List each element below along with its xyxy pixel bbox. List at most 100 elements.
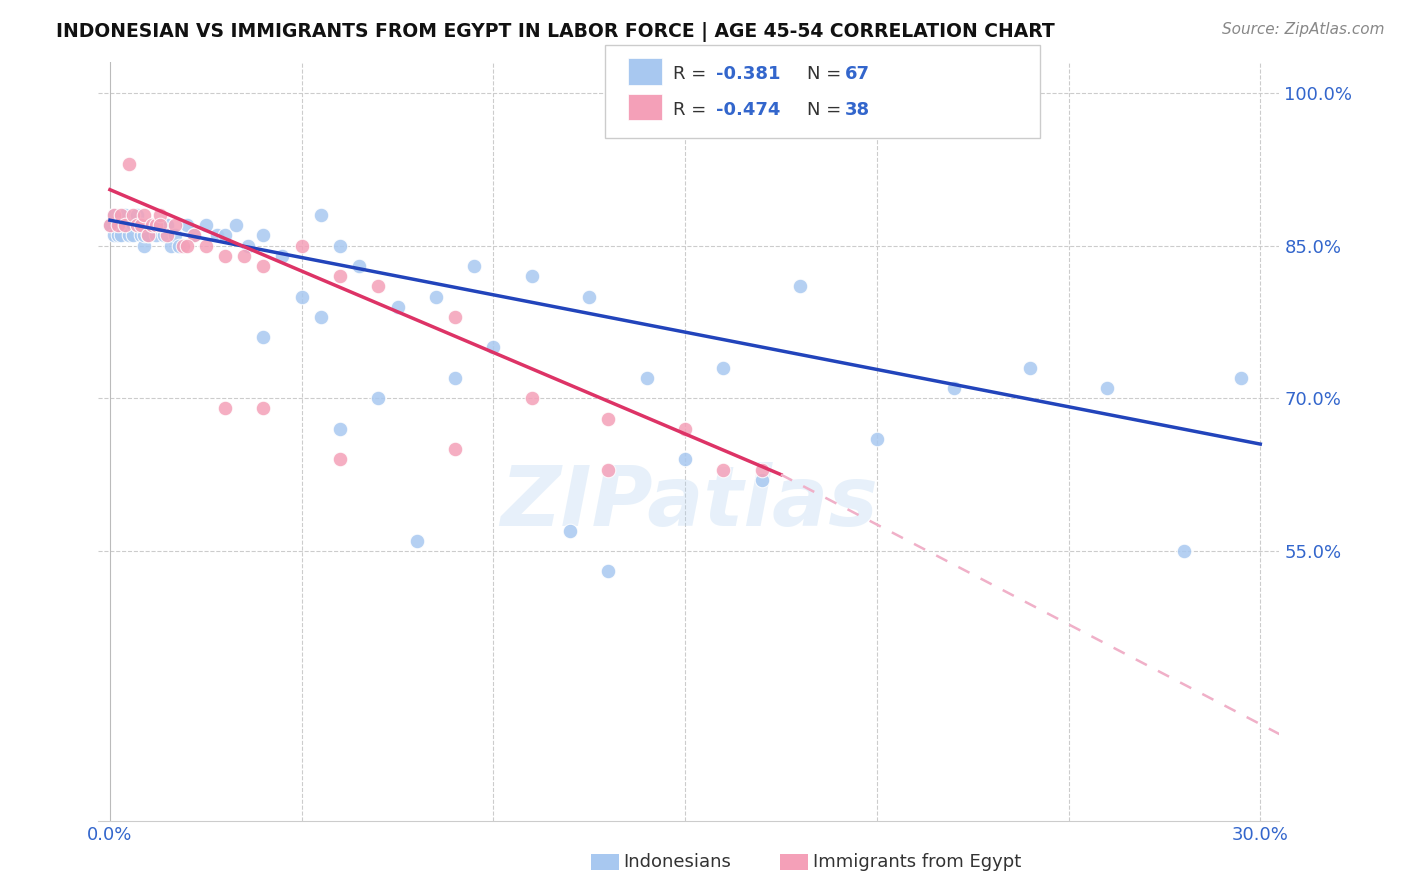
Point [118,228,141,243]
Point [134,228,156,243]
Point [172,238,194,252]
Point [598,564,620,578]
Point [145,228,167,243]
Point [347,259,370,273]
Point [291,238,314,252]
Point [118,157,141,171]
Point [156,228,179,243]
Point [125,208,148,222]
Point [134,238,156,252]
Point [329,238,352,252]
Point [160,238,183,252]
Text: R =: R = [673,101,713,119]
Point [122,208,145,222]
Point [122,219,145,233]
Point [636,371,658,385]
Point [1173,544,1195,558]
Point [252,228,274,243]
Point [207,228,229,243]
Point [134,208,156,222]
Text: INDONESIAN VS IMMIGRANTS FROM EGYPT IN LABOR FORCE | AGE 45-54 CORRELATION CHART: INDONESIAN VS IMMIGRANTS FROM EGYPT IN L… [56,22,1054,42]
Point [367,279,389,293]
Point [110,208,132,222]
Text: Immigrants from Egypt: Immigrants from Egypt [813,853,1021,871]
Text: -0.381: -0.381 [716,65,780,83]
Point [114,219,136,233]
Point [271,249,294,263]
Point [136,219,159,233]
Point [125,219,148,233]
Point [236,238,259,252]
Point [141,219,163,233]
Point [149,219,172,233]
Point [114,208,136,222]
Point [129,228,152,243]
Point [167,238,190,252]
Point [329,452,352,467]
Point [405,533,427,548]
Point [558,524,581,538]
Point [866,432,889,446]
Point [329,269,352,284]
Point [387,300,409,314]
Point [942,381,965,395]
Point [129,219,152,233]
Point [107,228,129,243]
Point [520,392,543,406]
Point [136,228,159,243]
Point [103,208,125,222]
Point [107,219,129,233]
Point [463,259,485,273]
Point [149,219,172,233]
Point [598,411,620,425]
Point [482,340,505,354]
Point [673,452,696,467]
Point [136,228,159,243]
Point [751,462,773,476]
Text: N =: N = [807,65,846,83]
Point [152,228,174,243]
Point [194,219,217,233]
Point [252,330,274,344]
Text: 38: 38 [845,101,870,119]
Text: R =: R = [673,65,713,83]
Point [1230,371,1253,385]
Text: Source: ZipAtlas.com: Source: ZipAtlas.com [1222,22,1385,37]
Point [713,462,735,476]
Point [309,310,332,324]
Point [425,289,447,303]
Point [110,228,132,243]
Point [751,473,773,487]
Text: Indonesians: Indonesians [623,853,731,871]
Point [214,228,236,243]
Point [183,228,205,243]
Text: 67: 67 [845,65,870,83]
Point [183,228,205,243]
Point [1019,360,1042,375]
Point [225,219,247,233]
Point [98,219,121,233]
Point [176,238,198,252]
Text: -0.474: -0.474 [716,101,780,119]
Point [214,401,236,416]
Point [165,228,187,243]
Point [176,219,198,233]
Point [114,219,136,233]
Point [98,219,121,233]
Point [214,249,236,263]
Text: N =: N = [807,101,846,119]
Point [165,219,187,233]
Point [118,219,141,233]
Point [125,219,148,233]
Point [673,422,696,436]
Point [444,310,467,324]
Point [329,422,352,436]
Point [444,371,467,385]
Point [444,442,467,457]
Point [122,228,145,243]
Point [156,219,179,233]
Point [789,279,811,293]
Point [598,462,620,476]
Point [713,360,735,375]
Point [129,219,152,233]
